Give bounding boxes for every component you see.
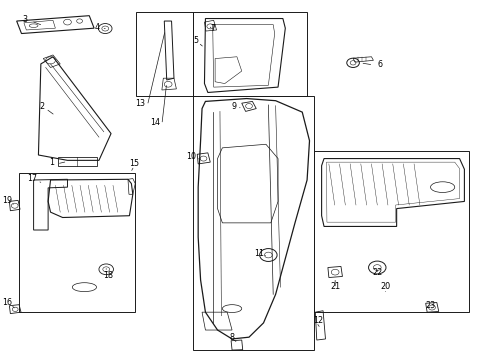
Bar [58,157,97,166]
Text: 3: 3 [23,15,27,24]
Text: 10: 10 [186,152,196,161]
Text: 2: 2 [40,102,45,111]
Text: 7: 7 [210,24,215,33]
Text: 13: 13 [135,99,145,108]
Bar [194,12,307,96]
Bar [315,152,469,312]
Bar [194,96,315,350]
Text: 23: 23 [425,301,436,310]
Text: 9: 9 [232,102,237,111]
Text: 17: 17 [27,174,38,183]
Text: 1: 1 [49,158,54,167]
Bar [136,12,194,96]
Text: 11: 11 [255,249,265,258]
Text: 19: 19 [2,196,12,205]
Text: 14: 14 [150,118,161,127]
Text: 15: 15 [129,159,139,168]
Text: 18: 18 [103,271,114,280]
Text: 16: 16 [2,298,12,307]
Text: 4: 4 [95,23,100,32]
Bar [19,173,135,312]
Text: 20: 20 [380,282,391,291]
Text: 6: 6 [377,60,382,69]
Text: 21: 21 [330,282,340,291]
Text: 12: 12 [313,316,323,325]
Text: 5: 5 [194,36,199,45]
Text: 22: 22 [372,268,382,277]
Text: 8: 8 [229,333,235,342]
